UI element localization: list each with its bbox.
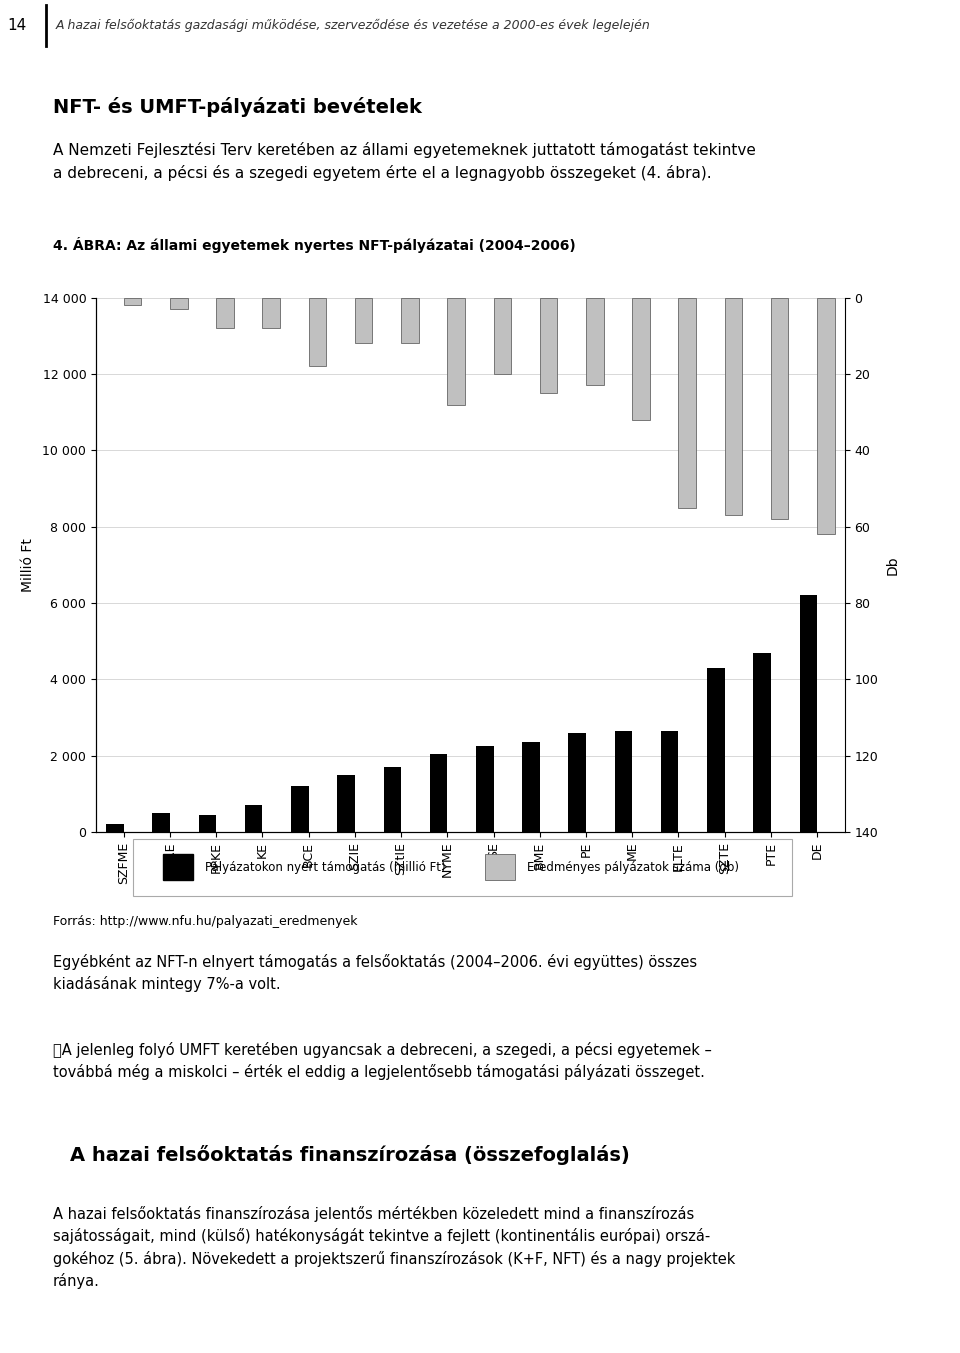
Text: A hazai felsőoktatás finanszírozása (összefoglalás): A hazai felsőoktatás finanszírozása (öss…: [70, 1145, 630, 1165]
Bar: [486, 854, 516, 881]
Bar: [133, 839, 792, 897]
Bar: [170, 298, 187, 308]
Bar: [308, 298, 326, 367]
Y-axis label: Millió Ft: Millió Ft: [21, 538, 36, 591]
Text: 4. ÁBRA: Az állami egyetemek nyertes NFT-pályázatai (2004–2006): 4. ÁBRA: Az állami egyetemek nyertes NFT…: [53, 237, 576, 253]
Bar: [216, 298, 233, 329]
Bar: [660, 731, 679, 832]
Bar: [245, 805, 262, 832]
Bar: [291, 786, 308, 832]
Bar: [679, 298, 696, 507]
Bar: [708, 668, 725, 832]
Bar: [754, 652, 771, 832]
Text: A jelenleg folyó UMFT keretében ugyancsak a debreceni, a szegedi, a pécsi egyete: A jelenleg folyó UMFT keretében ugyancsa…: [53, 1042, 711, 1080]
Bar: [153, 813, 170, 832]
Bar: [430, 754, 447, 832]
Bar: [614, 731, 633, 832]
Bar: [800, 595, 817, 832]
Bar: [107, 824, 124, 832]
Bar: [262, 298, 280, 329]
Text: Eredményes pályázatok száma (db): Eredményes pályázatok száma (db): [526, 861, 738, 874]
Bar: [725, 298, 742, 515]
Bar: [383, 767, 401, 832]
Bar: [586, 298, 604, 386]
Bar: [817, 298, 834, 534]
Bar: [124, 298, 141, 306]
Bar: [337, 775, 355, 832]
Text: NFT- és UMFT-pályázati bevételek: NFT- és UMFT-pályázati bevételek: [53, 97, 421, 118]
Bar: [355, 298, 372, 344]
Bar: [633, 298, 650, 419]
Text: A hazai felsőoktatás gazdasági működése, szerveződése és vezetése a 2000-es évek: A hazai felsőoktatás gazdasági működése,…: [56, 19, 651, 32]
Y-axis label: Db: Db: [885, 555, 900, 575]
Bar: [771, 298, 788, 520]
Bar: [163, 854, 193, 881]
Text: A hazai felsőoktatás finanszírozása jelentős mértékben közeledett mind a finansz: A hazai felsőoktatás finanszírozása jele…: [53, 1206, 735, 1289]
Bar: [493, 298, 511, 373]
Bar: [447, 298, 465, 405]
Bar: [401, 298, 419, 344]
Bar: [568, 733, 586, 832]
Bar: [540, 298, 558, 394]
Text: 14: 14: [8, 18, 27, 34]
Text: Egyébként az NFT-n elnyert támogatás a felsőoktatás (2004–2006. évi együttes) ös: Egyébként az NFT-n elnyert támogatás a f…: [53, 954, 697, 992]
Text: Pályázatokon nyert támogatás (millió Ft): Pályázatokon nyert támogatás (millió Ft): [204, 861, 445, 874]
Text: Forrás: http://www.nfu.hu/palyazati_eredmenyek: Forrás: http://www.nfu.hu/palyazati_ered…: [53, 915, 357, 928]
Bar: [199, 815, 216, 832]
Bar: [522, 743, 540, 832]
Bar: [476, 747, 493, 832]
Text: A Nemzeti Fejlesztési Terv keretében az állami egyetemeknek juttatott támogatást: A Nemzeti Fejlesztési Terv keretében az …: [53, 142, 756, 180]
